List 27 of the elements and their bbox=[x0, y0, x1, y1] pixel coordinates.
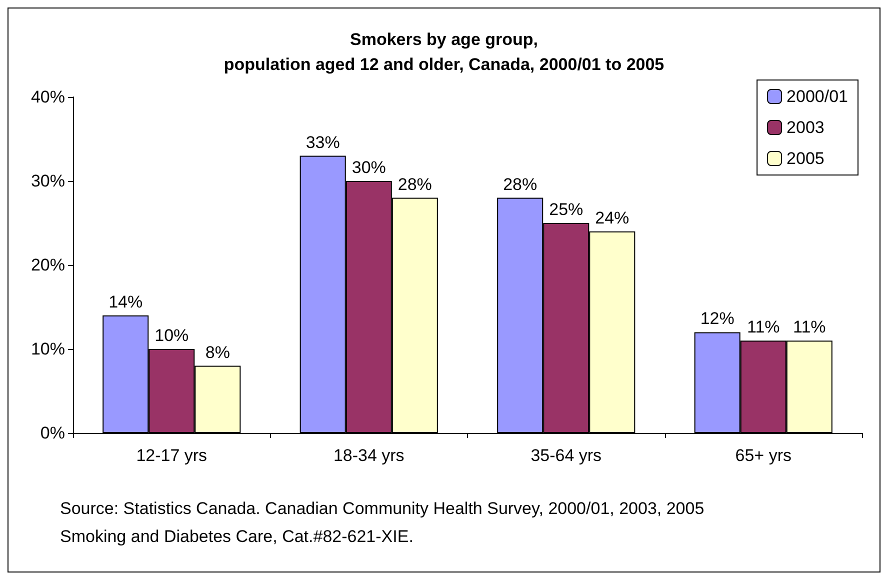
y-tick-label: 10% bbox=[30, 340, 65, 358]
legend-label: 2000/01 bbox=[786, 87, 848, 106]
data-label: 10% bbox=[154, 326, 189, 345]
y-tick-label: 30% bbox=[30, 172, 65, 190]
x-tick-label: 18-34 yrs bbox=[333, 446, 404, 465]
source-note: Source: Statistics Canada. Canadian Community Health Survey, 2000/01, 2003, 2005 bbox=[60, 499, 704, 518]
data-label: 14% bbox=[108, 292, 143, 312]
y-tick-label: 40% bbox=[30, 88, 65, 106]
data-label: 25% bbox=[549, 200, 584, 219]
text: Smoking and Diabetes Care, Cat.#82-621-XIE. bbox=[60, 527, 414, 546]
data-label: 28% bbox=[503, 174, 538, 194]
data-label: 24% bbox=[595, 208, 630, 228]
x-tick-label: 35-64 yrs bbox=[530, 446, 602, 465]
y-tick-label: 0% bbox=[40, 424, 65, 442]
data-label: 33% bbox=[306, 132, 340, 152]
y-tick-label: 20% bbox=[30, 256, 65, 274]
data-label: 30% bbox=[352, 158, 386, 177]
data-label: 11% bbox=[746, 318, 780, 337]
data-label: 28% bbox=[398, 174, 432, 194]
x-tick-label: 12-17 yrs bbox=[136, 446, 208, 465]
data-label: 11% bbox=[793, 318, 826, 337]
data-label: 12% bbox=[700, 309, 734, 328]
legend-label: 2003 bbox=[786, 118, 824, 137]
data-label: 8% bbox=[205, 342, 230, 362]
chart-title: Smokers by age group, population aged 12 and older, Canada, 2000/01 to 2005 bbox=[224, 30, 664, 74]
x-tick-label: 65+ yrs bbox=[735, 446, 792, 465]
legend-label: 2005 bbox=[786, 149, 824, 168]
